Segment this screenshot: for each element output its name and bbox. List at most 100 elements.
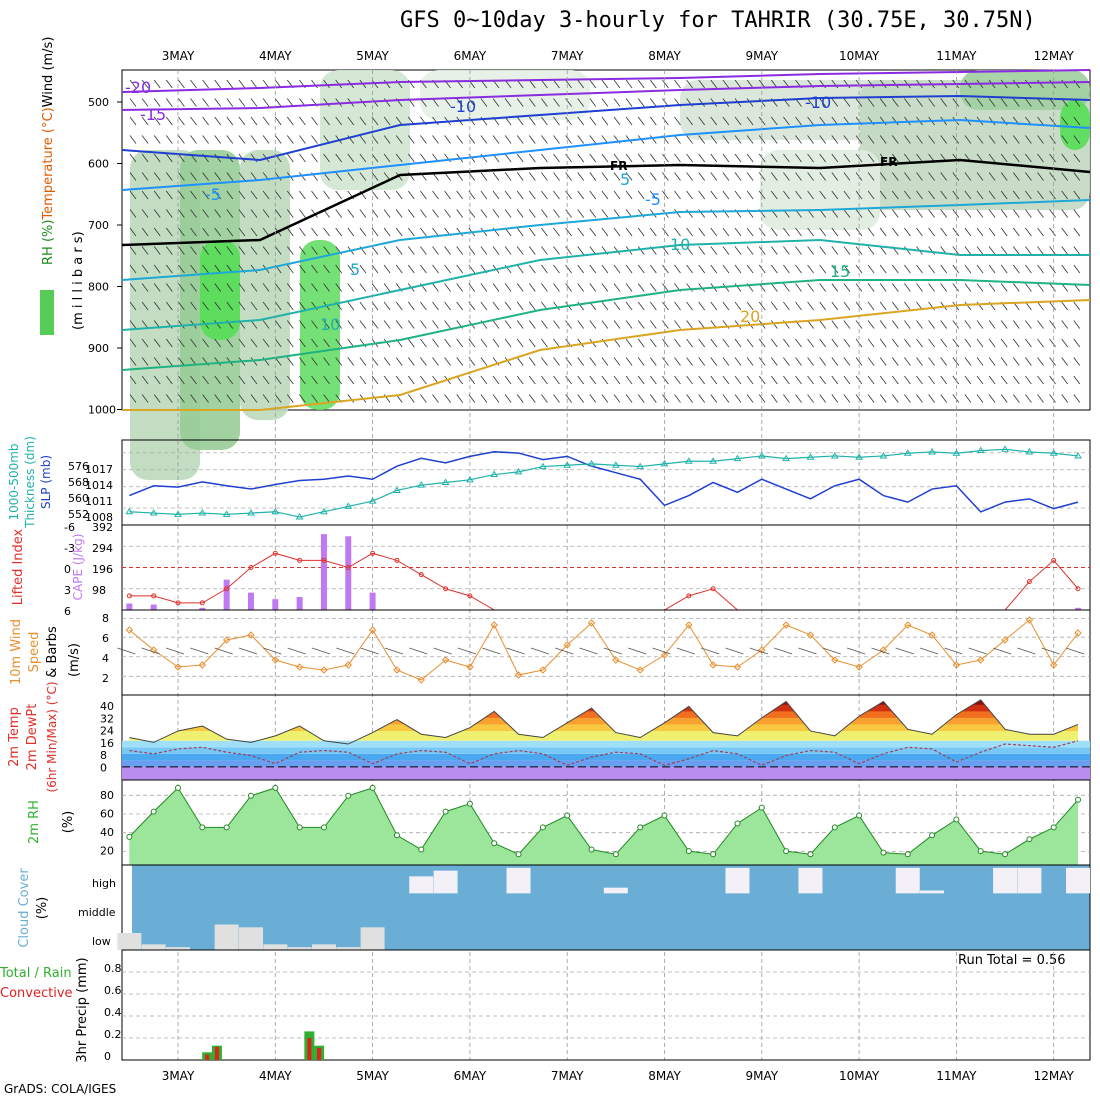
wind-barb (1073, 227, 1081, 237)
wind-barb (589, 98, 597, 107)
wind-barb (250, 209, 258, 218)
wind-barb (674, 246, 681, 255)
slp-tick: 1014 (85, 479, 113, 492)
contour-label: FR (610, 159, 627, 173)
wind-barb (165, 190, 173, 200)
wind-barb (674, 264, 681, 274)
wind-barb (178, 246, 185, 255)
wind-barb (867, 172, 875, 181)
wind-barb (964, 246, 972, 255)
wind-barb (1073, 190, 1081, 200)
wind-barb (141, 116, 149, 126)
wind-barb (577, 283, 585, 292)
wind-barb (286, 153, 294, 163)
wind-barb (262, 135, 270, 144)
wind10-barb (336, 647, 355, 655)
wind-barb (988, 209, 996, 218)
wind-barb (831, 209, 839, 218)
wind-barb (649, 227, 657, 237)
wind-barb (795, 190, 802, 200)
wind-barb (819, 375, 827, 385)
wind-barb (964, 209, 972, 218)
wind-barb (553, 264, 560, 274)
wind-barb (553, 172, 560, 181)
rh-marker (466, 800, 473, 807)
wind-barb (952, 135, 960, 144)
wind-barb (504, 394, 512, 403)
wind-barb (843, 301, 851, 311)
rh-marker (588, 846, 595, 853)
wind-barb (528, 172, 536, 181)
thickness-tick: 552 (68, 508, 89, 521)
wind-barb (129, 301, 137, 311)
wind-barb (347, 153, 355, 163)
wind-barb (178, 209, 185, 218)
wind-barb (625, 172, 633, 181)
wind-barb (226, 227, 234, 237)
wind-barb (541, 116, 548, 126)
wind-barb (940, 394, 948, 403)
wind-barb (1000, 264, 1008, 274)
wind-barb (964, 135, 972, 144)
wind-barb (1049, 320, 1056, 329)
wind-barb (758, 227, 766, 237)
wind-barb (226, 190, 234, 200)
wind-barb (480, 338, 488, 348)
wind-barb (347, 375, 355, 385)
date-label-top: 9MAY (745, 49, 778, 63)
wind-barb (456, 301, 464, 311)
wind-barb (214, 394, 222, 403)
wind-barb (178, 338, 185, 348)
wind-barb (420, 246, 427, 255)
wind10-barb (311, 647, 331, 655)
wind-barb (613, 338, 621, 348)
wind-barb (1073, 153, 1081, 163)
wind-barb (891, 338, 899, 348)
rh-ylabel2: (%) (61, 811, 76, 834)
wind-barb (783, 301, 790, 311)
wind-barb (637, 79, 645, 89)
wind-barb (1049, 153, 1056, 163)
wind-barb (625, 394, 633, 403)
wind-barb (1049, 246, 1056, 255)
date-label-bottom: 9MAY (745, 1069, 778, 1083)
wind-barb (178, 190, 185, 200)
contour-label: -10 (805, 93, 831, 112)
wind-barb (807, 375, 814, 385)
wind-barb (795, 227, 802, 237)
wind-barb (1012, 227, 1020, 237)
wind-barb (722, 135, 730, 144)
wind-barb (226, 79, 234, 89)
wind-speed-marker (685, 621, 693, 629)
wind-barb (202, 227, 209, 237)
wind-barb (359, 209, 367, 218)
wind-barb (262, 98, 270, 107)
wind-barb (311, 190, 318, 200)
thickness-tick: 560 (68, 492, 89, 505)
wind-barb (1025, 320, 1032, 329)
wind-barb (214, 209, 222, 218)
wind-barb (432, 338, 439, 348)
wind-barb (819, 172, 827, 181)
wind-barb (1049, 190, 1056, 200)
wind-barb (819, 264, 827, 274)
wind-barb (395, 264, 403, 274)
wind-barb (1037, 320, 1044, 329)
wind-barb (734, 338, 742, 348)
wind-barb (710, 172, 718, 181)
wind-barb (299, 153, 306, 163)
wind-barb (819, 246, 827, 255)
temp-fill-3 (484, 699, 996, 718)
wind-barb (1061, 246, 1069, 255)
wind-speed-marker (855, 663, 863, 671)
wind-barb (589, 283, 597, 292)
wind-barb (1049, 338, 1056, 348)
wind-barb (686, 301, 693, 311)
wind-barb (710, 338, 718, 348)
wind-barb (686, 264, 693, 274)
wind-barb (904, 227, 911, 237)
wind-barb (432, 320, 439, 329)
wind-barb (141, 227, 149, 237)
wind-barb (274, 357, 282, 366)
rh-marker (199, 824, 206, 831)
